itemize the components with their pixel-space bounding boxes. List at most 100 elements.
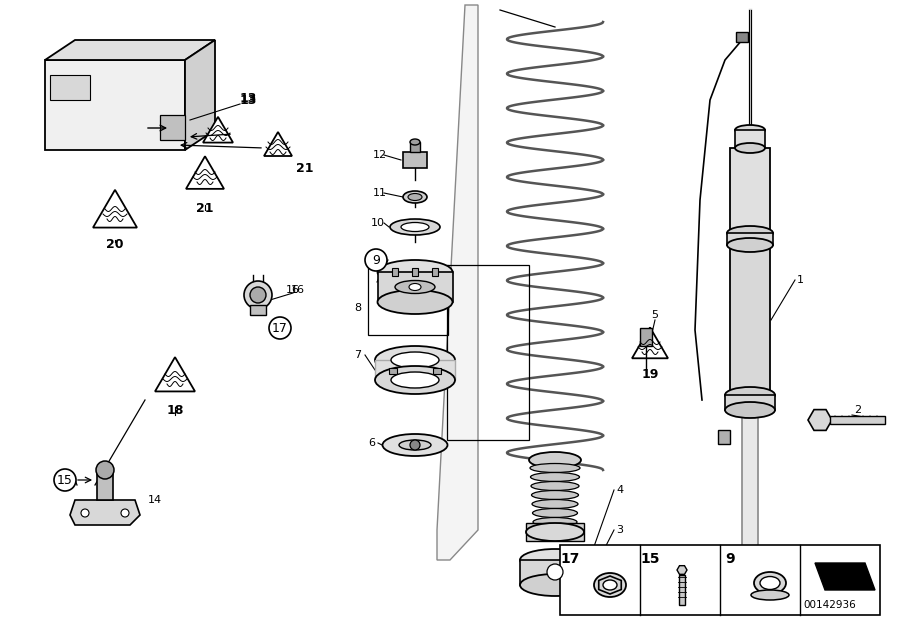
Ellipse shape <box>401 223 429 232</box>
Bar <box>725 395 775 410</box>
Bar <box>742 410 758 570</box>
Text: 13: 13 <box>239 93 256 106</box>
Bar <box>368 265 448 335</box>
Bar <box>50 75 90 100</box>
Text: 18: 18 <box>166 403 184 417</box>
Ellipse shape <box>533 518 577 527</box>
Polygon shape <box>203 117 233 142</box>
Ellipse shape <box>520 549 590 571</box>
Text: 20: 20 <box>106 238 124 251</box>
Ellipse shape <box>377 260 453 284</box>
Text: 10: 10 <box>371 218 385 228</box>
Circle shape <box>250 287 266 303</box>
Circle shape <box>96 461 114 479</box>
Bar <box>728 568 772 598</box>
Bar <box>378 272 453 302</box>
Ellipse shape <box>403 191 427 203</box>
Polygon shape <box>186 156 224 189</box>
Bar <box>392 268 398 276</box>
Text: 15: 15 <box>640 552 660 566</box>
Ellipse shape <box>727 226 773 240</box>
Polygon shape <box>632 328 668 358</box>
Bar <box>727 233 773 245</box>
Bar <box>526 523 584 541</box>
Ellipse shape <box>377 290 453 314</box>
Bar <box>412 268 418 276</box>
Bar <box>730 148 770 233</box>
Ellipse shape <box>391 352 439 368</box>
Bar <box>179 120 182 138</box>
Bar <box>736 32 748 42</box>
Text: 21: 21 <box>196 202 214 214</box>
Text: 6: 6 <box>368 438 375 448</box>
Ellipse shape <box>727 238 773 252</box>
Text: 12: 12 <box>373 150 387 160</box>
Ellipse shape <box>760 576 780 590</box>
Ellipse shape <box>375 366 455 394</box>
Circle shape <box>365 249 387 271</box>
Polygon shape <box>155 357 195 391</box>
Text: 13: 13 <box>239 92 256 104</box>
Text: 8: 8 <box>355 303 362 313</box>
Ellipse shape <box>395 280 435 293</box>
Text: 3: 3 <box>616 525 624 535</box>
Text: 4: 4 <box>616 485 624 495</box>
Ellipse shape <box>728 564 772 576</box>
Text: 21: 21 <box>296 162 314 174</box>
Circle shape <box>81 509 89 517</box>
Ellipse shape <box>520 574 590 596</box>
Text: 14: 14 <box>148 495 162 505</box>
Ellipse shape <box>725 402 775 418</box>
Ellipse shape <box>526 523 584 541</box>
Ellipse shape <box>603 580 617 590</box>
Ellipse shape <box>594 573 626 597</box>
Bar <box>163 120 166 138</box>
Text: 7: 7 <box>355 350 362 360</box>
Text: 11: 11 <box>373 188 387 198</box>
Circle shape <box>121 509 129 517</box>
Bar <box>447 265 529 440</box>
Bar <box>171 120 174 138</box>
Text: 2: 2 <box>854 405 861 415</box>
Bar <box>679 575 685 605</box>
Bar <box>389 368 397 374</box>
Bar <box>175 120 178 138</box>
Ellipse shape <box>751 590 789 600</box>
Ellipse shape <box>375 346 455 374</box>
Bar <box>403 152 427 168</box>
Ellipse shape <box>382 434 447 456</box>
Text: 17: 17 <box>561 552 580 566</box>
Ellipse shape <box>529 452 581 468</box>
Text: 17: 17 <box>272 322 288 335</box>
Bar <box>250 305 266 315</box>
Bar <box>167 120 170 138</box>
Ellipse shape <box>754 572 786 594</box>
Circle shape <box>269 317 291 339</box>
Text: 00142936: 00142936 <box>804 600 857 610</box>
Ellipse shape <box>410 139 420 145</box>
Bar <box>375 360 455 380</box>
Bar <box>433 368 441 374</box>
Text: 5: 5 <box>652 310 659 320</box>
Text: 15: 15 <box>57 473 73 487</box>
Polygon shape <box>437 5 478 560</box>
Bar <box>160 115 185 140</box>
Ellipse shape <box>530 473 580 481</box>
Bar <box>560 545 880 615</box>
Ellipse shape <box>399 440 431 450</box>
Bar <box>640 328 652 346</box>
Polygon shape <box>264 132 292 156</box>
Ellipse shape <box>725 387 775 403</box>
Text: 16: 16 <box>291 285 305 295</box>
Ellipse shape <box>533 509 578 518</box>
Polygon shape <box>45 60 185 150</box>
Polygon shape <box>815 563 875 590</box>
Circle shape <box>244 281 272 309</box>
Ellipse shape <box>390 219 440 235</box>
Bar <box>730 245 770 395</box>
Ellipse shape <box>532 490 579 499</box>
Ellipse shape <box>735 143 765 153</box>
Bar <box>97 470 113 500</box>
Circle shape <box>54 469 76 491</box>
Text: 1: 1 <box>796 275 804 285</box>
